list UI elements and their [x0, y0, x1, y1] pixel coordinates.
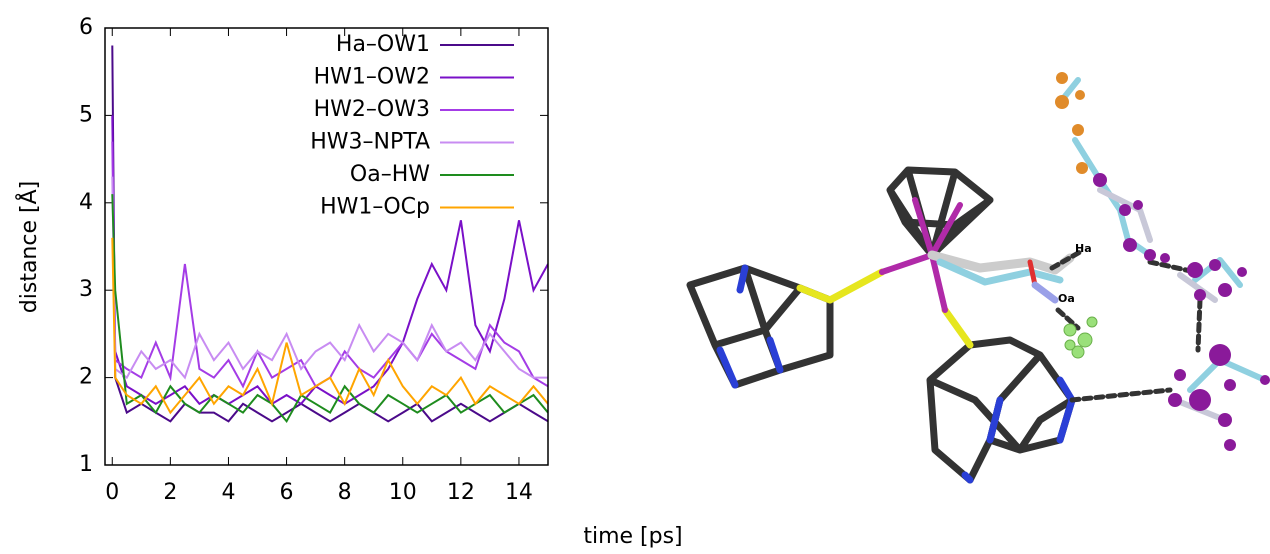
- plot-frame: [104, 27, 549, 466]
- series-line: [111, 141, 548, 389]
- legend-label: Oa–HW: [350, 162, 430, 187]
- series-line: [111, 45, 548, 423]
- y-tick-label: 5: [79, 102, 93, 127]
- legend-label: HW2–OW3: [314, 97, 430, 122]
- y-tick-label: 4: [79, 190, 93, 215]
- legend-label: HW1–OCp: [320, 195, 430, 220]
- series-line: [111, 115, 548, 406]
- series-line: [111, 237, 548, 415]
- x-tick-label: 6: [280, 480, 294, 505]
- x-tick-label: 12: [447, 480, 475, 505]
- legend-label: HW3–NPTA: [310, 130, 430, 155]
- y-tick-label: 3: [79, 277, 93, 302]
- atom-label: Oa: [1058, 292, 1075, 305]
- legend-label: Ha–OW1: [336, 32, 430, 57]
- x-tick-label: 10: [389, 480, 417, 505]
- series-line: [111, 194, 548, 424]
- x-tick-label: 8: [338, 480, 352, 505]
- y-tick-label: 1: [79, 452, 93, 477]
- x-tick-label: 14: [505, 480, 533, 505]
- y-axis-label: distance [Å]: [15, 181, 42, 313]
- y-tick-label: 2: [79, 365, 93, 390]
- molecule: Ha Oa: [686, 72, 1270, 484]
- atom-label: Ha: [1075, 242, 1092, 255]
- series-line: [111, 176, 548, 380]
- y-tick-label: 6: [79, 15, 93, 40]
- x-tick-label: 4: [221, 480, 235, 505]
- x-axis-label: time [ps]: [583, 524, 682, 549]
- x-tick-label: 0: [105, 480, 119, 505]
- x-tick-label: 2: [163, 480, 177, 505]
- legend-label: HW1–OW2: [314, 65, 430, 90]
